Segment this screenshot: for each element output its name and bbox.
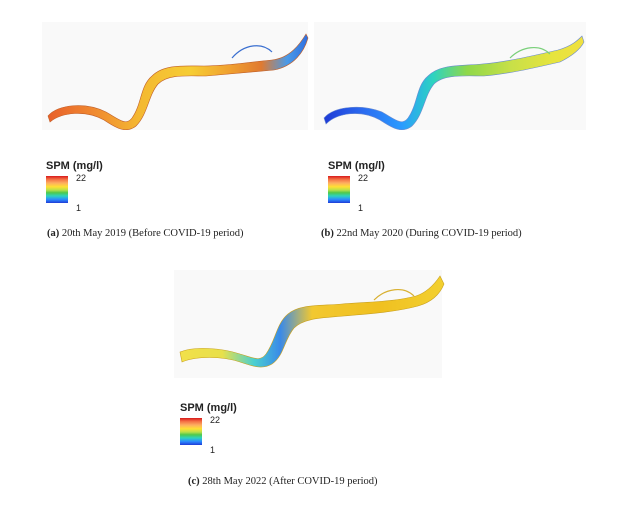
panel-b-caption: (b) 22nd May 2020 (During COVID-19 perio…	[321, 228, 522, 239]
panel-c-river-channel	[179, 275, 445, 368]
legend-min-value: 1	[358, 203, 364, 213]
panel-c-side-channel	[373, 289, 415, 301]
legend-color-bar	[46, 176, 68, 203]
panel-a-caption: (a) 20th May 2019 (Before COVID-19 perio…	[47, 228, 244, 239]
panel-b-river-map	[323, 35, 585, 131]
legend-color-bar	[328, 176, 350, 203]
panel-c-river-map	[179, 275, 445, 368]
legend-title: SPM (mg/l)	[180, 402, 237, 414]
panel-a-river-map	[47, 33, 309, 131]
panel-a-side-channel	[231, 45, 273, 59]
legend-min-value: 1	[210, 445, 216, 455]
legend-min-value: 1	[76, 203, 82, 213]
panel-b: SPM (mg/l) 22 1 (b) 22nd May 2020 (Durin…	[310, 0, 629, 250]
caption-text: 28th May 2022 (After COVID-19 period)	[199, 476, 378, 487]
panel-a: SPM (mg/l) 22 1 (a) 20th May 2019 (Befor…	[0, 0, 310, 250]
legend-max-value: 22	[76, 173, 87, 183]
caption-letter: (a)	[47, 228, 60, 239]
caption-text: 22nd May 2020 (During COVID-19 period)	[333, 228, 522, 239]
caption-text: 20th May 2019 (Before COVID-19 period)	[59, 228, 244, 239]
caption-letter: (c)	[188, 476, 200, 487]
legend-max-value: 22	[210, 415, 221, 425]
legend-title: SPM (mg/l)	[328, 160, 385, 172]
panel-c: SPM (mg/l) 22 1 (c) 28th May 2022 (After…	[160, 262, 480, 502]
panel-c-caption: (c) 28th May 2022 (After COVID-19 period…	[188, 476, 378, 487]
legend-title: SPM (mg/l)	[46, 160, 103, 172]
panel-a-river-channel	[47, 33, 309, 131]
panel-c-map-background	[174, 270, 442, 378]
panel-b-river-channel	[323, 35, 585, 131]
caption-letter: (b)	[321, 228, 334, 239]
panel-b-side-channel	[509, 47, 551, 59]
legend-color-bar	[180, 418, 202, 445]
legend-max-value: 22	[358, 173, 369, 183]
